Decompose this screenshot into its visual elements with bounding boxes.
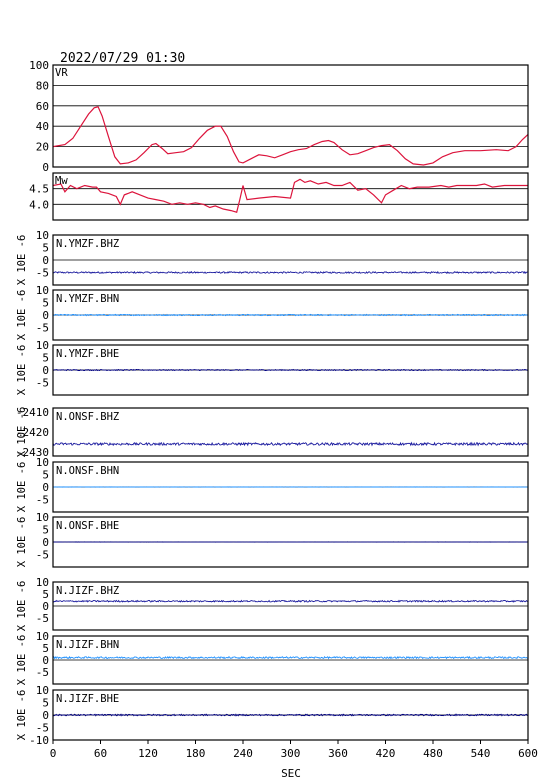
n-onsf-bhe-frame bbox=[52, 516, 529, 568]
n-onsf-bhe-tick-label: 5 bbox=[42, 524, 49, 537]
n-jizf-bhn-frame bbox=[52, 635, 529, 685]
x-tick-label: 60 bbox=[94, 747, 107, 760]
n-ymzf-bhe-unit-label: X 10E -6 bbox=[16, 345, 28, 396]
x-tick-label: 420 bbox=[376, 747, 396, 760]
vr-tick-label: 80 bbox=[36, 79, 49, 92]
mw-tick-label: 4.0 bbox=[29, 198, 49, 211]
n-ymzf-bhn-tick-label: 0 bbox=[42, 309, 49, 322]
n-onsf-bhn-tick-label: -5 bbox=[36, 494, 49, 507]
n-ymzf-bhz-tick-label: 5 bbox=[42, 242, 49, 255]
n-jizf-bhe-tick-label: 10 bbox=[36, 684, 49, 697]
vr-tick-label: 40 bbox=[36, 120, 49, 133]
n-jizf-bhn-trace-label: N.JIZF.BHN bbox=[56, 639, 119, 651]
vr-series-line bbox=[52, 106, 529, 166]
vr-tick-label: 20 bbox=[36, 141, 49, 154]
n-ymzf-bhe-frame bbox=[52, 344, 529, 396]
n-onsf-bhe-trace-label: N.ONSF.BHE bbox=[56, 520, 119, 532]
x-tick-label: 600 bbox=[518, 747, 538, 760]
x-tick-label: 480 bbox=[423, 747, 443, 760]
n-ymzf-bhz-tick-label: 10 bbox=[36, 229, 49, 242]
x-tick-label: 300 bbox=[281, 747, 301, 760]
x-axis: 0 60 120 180 240 300 360 420 480 540 600 bbox=[50, 740, 538, 760]
n-jizf-bhz-trace bbox=[52, 599, 529, 603]
n-jizf-bhz-frame bbox=[52, 581, 529, 631]
n-jizf-bhn-tick-label: -5 bbox=[36, 666, 49, 679]
n-jizf-bhz-tick-label: 5 bbox=[42, 588, 49, 601]
mw-series-line bbox=[52, 178, 528, 213]
n-ymzf-bhn-unit-label: X 10E -6 bbox=[16, 290, 28, 341]
n-onsf-bhz-trace-label: N.ONSF.BHZ bbox=[56, 411, 119, 423]
n-jizf-bhz-trace-label: N.JIZF.BHZ bbox=[56, 585, 119, 597]
n-onsf-bhe-tick-label: -5 bbox=[36, 549, 49, 562]
n-jizf-bhz-unit-label: X 10E -6 bbox=[16, 581, 28, 632]
n-ymzf-bhz-trace bbox=[52, 270, 529, 275]
mw-tick-label: 4.5 bbox=[29, 183, 49, 196]
n-jizf-bhe-tick-label: 0 bbox=[42, 709, 49, 722]
n-ymzf-bhe-trace bbox=[52, 368, 529, 372]
n-onsf-bhz-tick-label: -2410 bbox=[16, 406, 49, 419]
n-jizf-bhn-tick-label: 0 bbox=[42, 654, 49, 667]
n-ymzf-bhz-trace-label: N.YMZF.BHZ bbox=[56, 238, 119, 250]
n-ymzf-bhe-tick-label: 10 bbox=[36, 339, 49, 352]
n-onsf-bhn-tick-label: 0 bbox=[42, 481, 49, 494]
n-ymzf-bhe-tick-label: 0 bbox=[42, 364, 49, 377]
x-axis-label: SEC bbox=[281, 767, 301, 780]
n-ymzf-bhz-frame bbox=[52, 234, 529, 286]
x-tick-label: 240 bbox=[233, 747, 253, 760]
mw-frame bbox=[52, 172, 529, 221]
n-ymzf-bhz-tick-label: -5 bbox=[36, 267, 49, 280]
n-onsf-bhn-frame bbox=[52, 461, 529, 513]
n-ymzf-bhn-trace-label: N.YMZF.BHN bbox=[56, 293, 119, 305]
vr-frame bbox=[52, 64, 529, 168]
n-onsf-bhe-unit-label: X 10E -6 bbox=[16, 517, 28, 568]
n-jizf-bhz-tick-label: 10 bbox=[36, 576, 49, 589]
n-ymzf-bhn-frame bbox=[52, 289, 529, 341]
mw-panel-label: Mw bbox=[55, 175, 68, 187]
n-onsf-bhz-trace bbox=[52, 441, 529, 447]
n-ymzf-bhn-tick-label: 5 bbox=[42, 297, 49, 310]
n-onsf-bhe-tick-label: 0 bbox=[42, 536, 49, 549]
n-jizf-bhe-tick-label: -5 bbox=[36, 722, 49, 735]
vr-tick-label: 60 bbox=[36, 100, 49, 113]
n-jizf-bhn-unit-label: X 10E -6 bbox=[16, 635, 28, 686]
n-onsf-bhz-unit-label: X 10E -6 bbox=[16, 407, 28, 458]
x-tick-label: 360 bbox=[328, 747, 348, 760]
n-jizf-bhe-trace bbox=[52, 713, 529, 717]
n-jizf-bhz-tick-label: -5 bbox=[36, 612, 49, 625]
n-ymzf-bhn-tick-label: -5 bbox=[36, 322, 49, 335]
n-jizf-bhe-tick-label: -10 bbox=[29, 734, 49, 747]
n-onsf-bhn-tick-label: 10 bbox=[36, 456, 49, 469]
n-jizf-bhz-tick-label: 0 bbox=[42, 600, 49, 613]
n-ymzf-bhn-tick-label: 10 bbox=[36, 284, 49, 297]
n-onsf-bhz-frame bbox=[52, 407, 529, 457]
n-onsf-bhn-trace-label: N.ONSF.BHN bbox=[56, 465, 119, 477]
x-tick-label: 540 bbox=[471, 747, 491, 760]
n-jizf-bhe-unit-label: X 10E -6 bbox=[16, 690, 28, 741]
n-onsf-bhz-tick-label: -2420 bbox=[16, 426, 49, 439]
n-onsf-bhe-tick-label: 10 bbox=[36, 511, 49, 524]
x-tick-label: 180 bbox=[186, 747, 206, 760]
x-tick-label: 0 bbox=[50, 747, 57, 760]
vr-tick-label: 100 bbox=[29, 59, 49, 72]
vr-panel-label: VR bbox=[55, 67, 68, 79]
n-onsf-bhz-tick-label: -2430 bbox=[16, 446, 49, 459]
n-ymzf-bhz-tick-label: 0 bbox=[42, 254, 49, 267]
n-ymzf-bhe-trace-label: N.YMZF.BHE bbox=[56, 348, 119, 360]
panels-group: 020406080100VR4.04.5Mw-50510N.YMZF.BHZX … bbox=[16, 59, 529, 747]
x-tick-label: 120 bbox=[138, 747, 158, 760]
vr-tick-label: 0 bbox=[42, 161, 49, 174]
figure-title: 2022/07/29 01:30 bbox=[60, 51, 185, 66]
n-jizf-bhe-trace-label: N.JIZF.BHE bbox=[56, 693, 119, 705]
n-ymzf-bhn-trace bbox=[52, 313, 529, 317]
n-onsf-bhn-tick-label: 5 bbox=[42, 469, 49, 482]
n-ymzf-bhe-tick-label: 5 bbox=[42, 352, 49, 365]
n-onsf-bhn-unit-label: X 10E -6 bbox=[16, 462, 28, 513]
n-ymzf-bhz-unit-label: X 10E -6 bbox=[16, 235, 28, 286]
n-ymzf-bhe-tick-label: -5 bbox=[36, 377, 49, 390]
n-jizf-bhn-trace bbox=[52, 655, 529, 660]
n-jizf-bhn-tick-label: 5 bbox=[42, 642, 49, 655]
n-jizf-bhn-tick-label: 10 bbox=[36, 630, 49, 643]
n-jizf-bhe-tick-label: 5 bbox=[42, 697, 49, 710]
